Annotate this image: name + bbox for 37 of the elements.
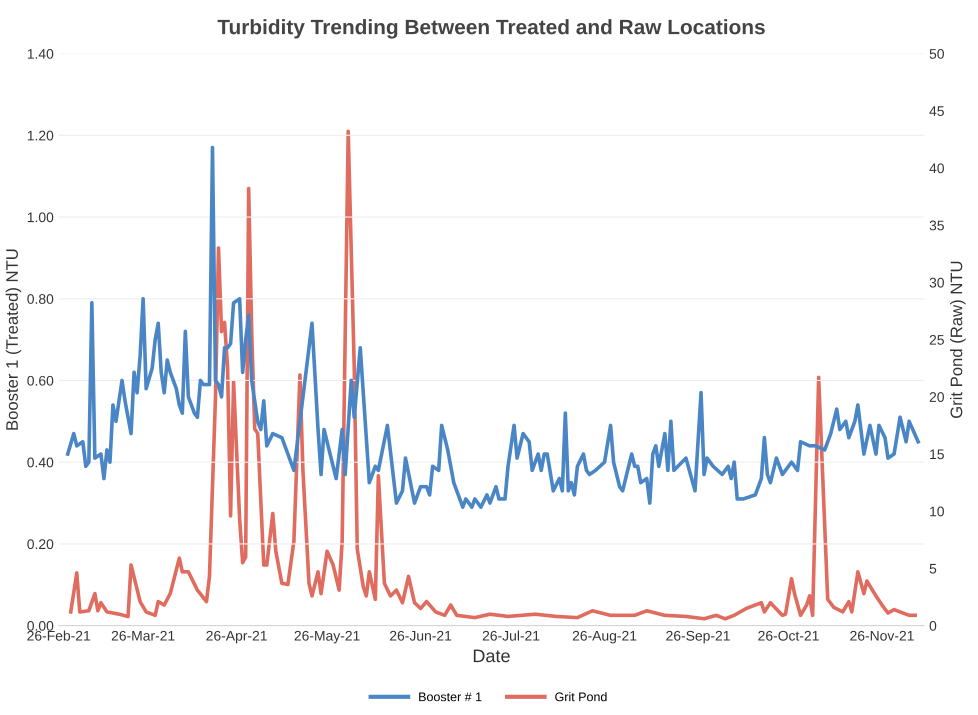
y2-tick-label: 0 — [930, 620, 936, 631]
x-tick-label: 26-Sep-21 — [666, 630, 730, 644]
legend-label: Booster # 1 — [419, 692, 482, 702]
y2-tick-label: 10 — [930, 506, 944, 516]
y2-tick-label: 20 — [930, 392, 944, 402]
legend-label: Grit Pond — [555, 692, 607, 702]
y2-tick-label: 30 — [930, 278, 944, 288]
y-tick-label: 0.80 — [27, 294, 54, 304]
y-axis-title: Booster 1 (Treated) NTU — [6, 250, 22, 430]
x-tick-label: 26-Jun-21 — [390, 630, 452, 641]
x-axis-title: Date — [474, 650, 510, 662]
y2-tick-label: 5 — [930, 564, 936, 574]
y-tick-label: 1.40 — [28, 48, 54, 59]
y-tick-label: 0.40 — [27, 458, 54, 468]
x-tick-label: 26-Jul-21 — [482, 630, 540, 641]
x-tick-label: 26-Aug-21 — [572, 630, 636, 644]
chart-title: Turbidity Trending Between Treated and Raw Locations — [218, 19, 765, 39]
line-series — [66, 146, 920, 509]
x-tick-label: 26-Nov-21 — [850, 630, 914, 641]
x-tick-label: 26-Feb-21 — [27, 630, 90, 641]
y2-axis-title: Grit Pond (Raw) NTU — [950, 262, 966, 418]
y-tick-label: 1.00 — [28, 212, 54, 222]
x-tick-label: 26-Oct-21 — [758, 630, 819, 641]
y2-tick-label: 35 — [930, 220, 944, 230]
y-tick-label: 0.20 — [27, 539, 54, 550]
y2-tick-label: 15 — [930, 450, 944, 460]
y2-tick-label: 50 — [930, 48, 944, 59]
x-tick-label: 26-May-21 — [294, 630, 360, 644]
y2-tick-label: 40 — [929, 163, 944, 174]
y-tick-label: 0.60 — [27, 376, 54, 386]
x-tick-label: 26-Mar-21 — [112, 630, 174, 641]
y2-tick-label: 25 — [930, 334, 944, 345]
y-tick-label: 0.00 — [27, 620, 54, 631]
y-tick-label: 1.20 — [28, 130, 54, 141]
x-tick-label: 26-Apr-21 — [206, 630, 267, 644]
line-series — [68, 130, 917, 621]
y2-tick-label: 45 — [929, 106, 944, 116]
